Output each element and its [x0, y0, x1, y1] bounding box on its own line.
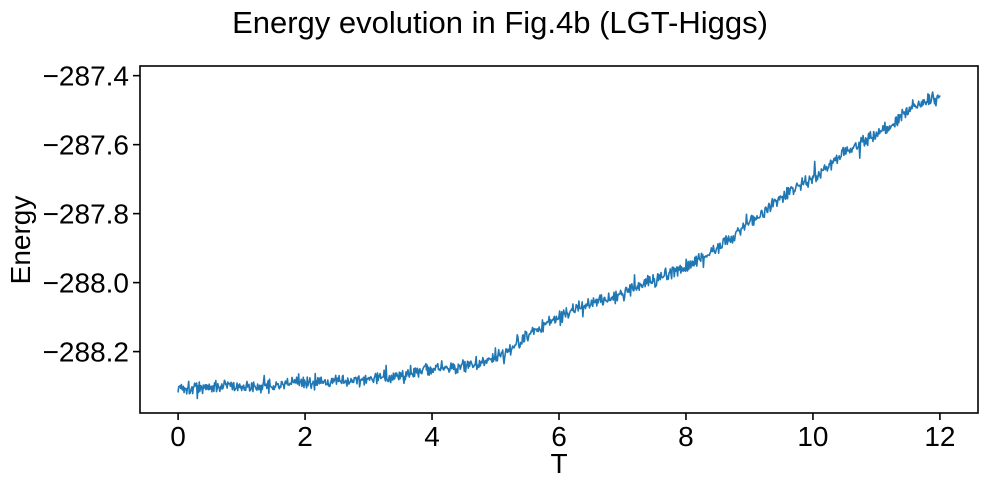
x-tick-label: 6: [551, 421, 567, 452]
plot-area: 0 2 4 6 8 10 12 −287.4 −287.6 −287.8 −288.0 −288.2: [43, 60, 979, 452]
y-tick-label: −288.0: [43, 267, 129, 298]
x-tick-label: 2: [297, 421, 313, 452]
plot-spines: [139, 65, 979, 414]
energy-series-line: [177, 91, 941, 400]
y-tick-label: −287.8: [43, 198, 129, 229]
x-axis-label: T: [550, 448, 567, 479]
x-tick-label: 0: [170, 421, 186, 452]
y-tick-label: −287.6: [43, 129, 129, 160]
y-tick-label: −288.2: [43, 336, 129, 367]
y-axis-label: Energy: [5, 196, 36, 285]
x-tick-label: 10: [797, 421, 828, 452]
x-tick-label: 8: [678, 421, 694, 452]
y-tick-label: −287.4: [43, 60, 129, 91]
chart-title: Energy evolution in Fig.4b (LGT-Higgs): [232, 5, 768, 40]
x-tick-label: 4: [424, 421, 440, 452]
x-tick-label: 12: [924, 421, 955, 452]
